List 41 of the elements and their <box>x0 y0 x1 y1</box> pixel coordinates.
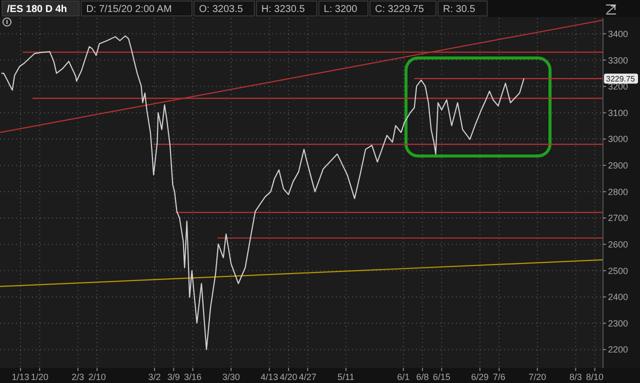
x-tick-label: 7/6 <box>492 372 506 382</box>
text: H: 3230.5 <box>261 4 306 15</box>
x-tick-label: 3/9 <box>167 372 180 382</box>
x-tick-label: 6/1 <box>397 372 410 382</box>
x-tick-label: 2/3 <box>72 372 84 382</box>
x-tick-label: 3/2 <box>148 372 161 382</box>
x-tick-label: 6/29 <box>471 372 489 382</box>
x-tick-label: 8/3 <box>569 372 582 382</box>
text: /ES 180 D 4h <box>7 4 68 15</box>
x-tick-label: 8/10 <box>586 372 604 382</box>
text: O: 3203.5 <box>199 4 244 15</box>
y-tick-label: 2300 <box>608 318 628 328</box>
y-tick-label: 3300 <box>608 55 628 66</box>
text: C: 3229.75 <box>375 4 424 15</box>
x-tick-label: 6/15 <box>432 372 450 382</box>
text: D: 7/15/20 2:00 AM <box>86 4 172 15</box>
x-tick-label: 1/20 <box>30 372 48 382</box>
text: 3229.75 <box>606 74 636 84</box>
y-tick-label: 2200 <box>608 344 628 355</box>
y-tick-label: 3100 <box>608 108 628 118</box>
y-tick-label: 3200 <box>608 82 628 92</box>
x-tick-label: 4/20 <box>280 372 298 382</box>
y-tick-label: 3000 <box>608 134 628 144</box>
y-tick-label: 2400 <box>608 292 628 302</box>
x-tick-label: 1/13 <box>12 372 30 382</box>
text: R: 30.5 <box>443 4 476 15</box>
y-tick-label: 2700 <box>608 213 628 224</box>
y-tick-label: 3400 <box>608 28 628 39</box>
x-tick-label: 5/11 <box>338 372 354 382</box>
y-tick-label: 2800 <box>608 186 628 197</box>
x-tick-label: 3/16 <box>184 372 202 382</box>
text: L: 3200 <box>324 4 358 15</box>
x-tick-label: 7/20 <box>528 372 546 382</box>
y-tick-label: 2500 <box>608 266 628 276</box>
y-tick-label: 2900 <box>608 160 628 171</box>
x-tick-label: 4/27 <box>298 372 316 382</box>
y-tick-label: 2600 <box>608 239 628 250</box>
x-tick-label: 4/13 <box>260 372 278 382</box>
x-tick-label: 6/8 <box>416 372 429 382</box>
x-tick-label: 3/30 <box>222 372 240 382</box>
x-tick-label: 2/10 <box>88 372 106 382</box>
